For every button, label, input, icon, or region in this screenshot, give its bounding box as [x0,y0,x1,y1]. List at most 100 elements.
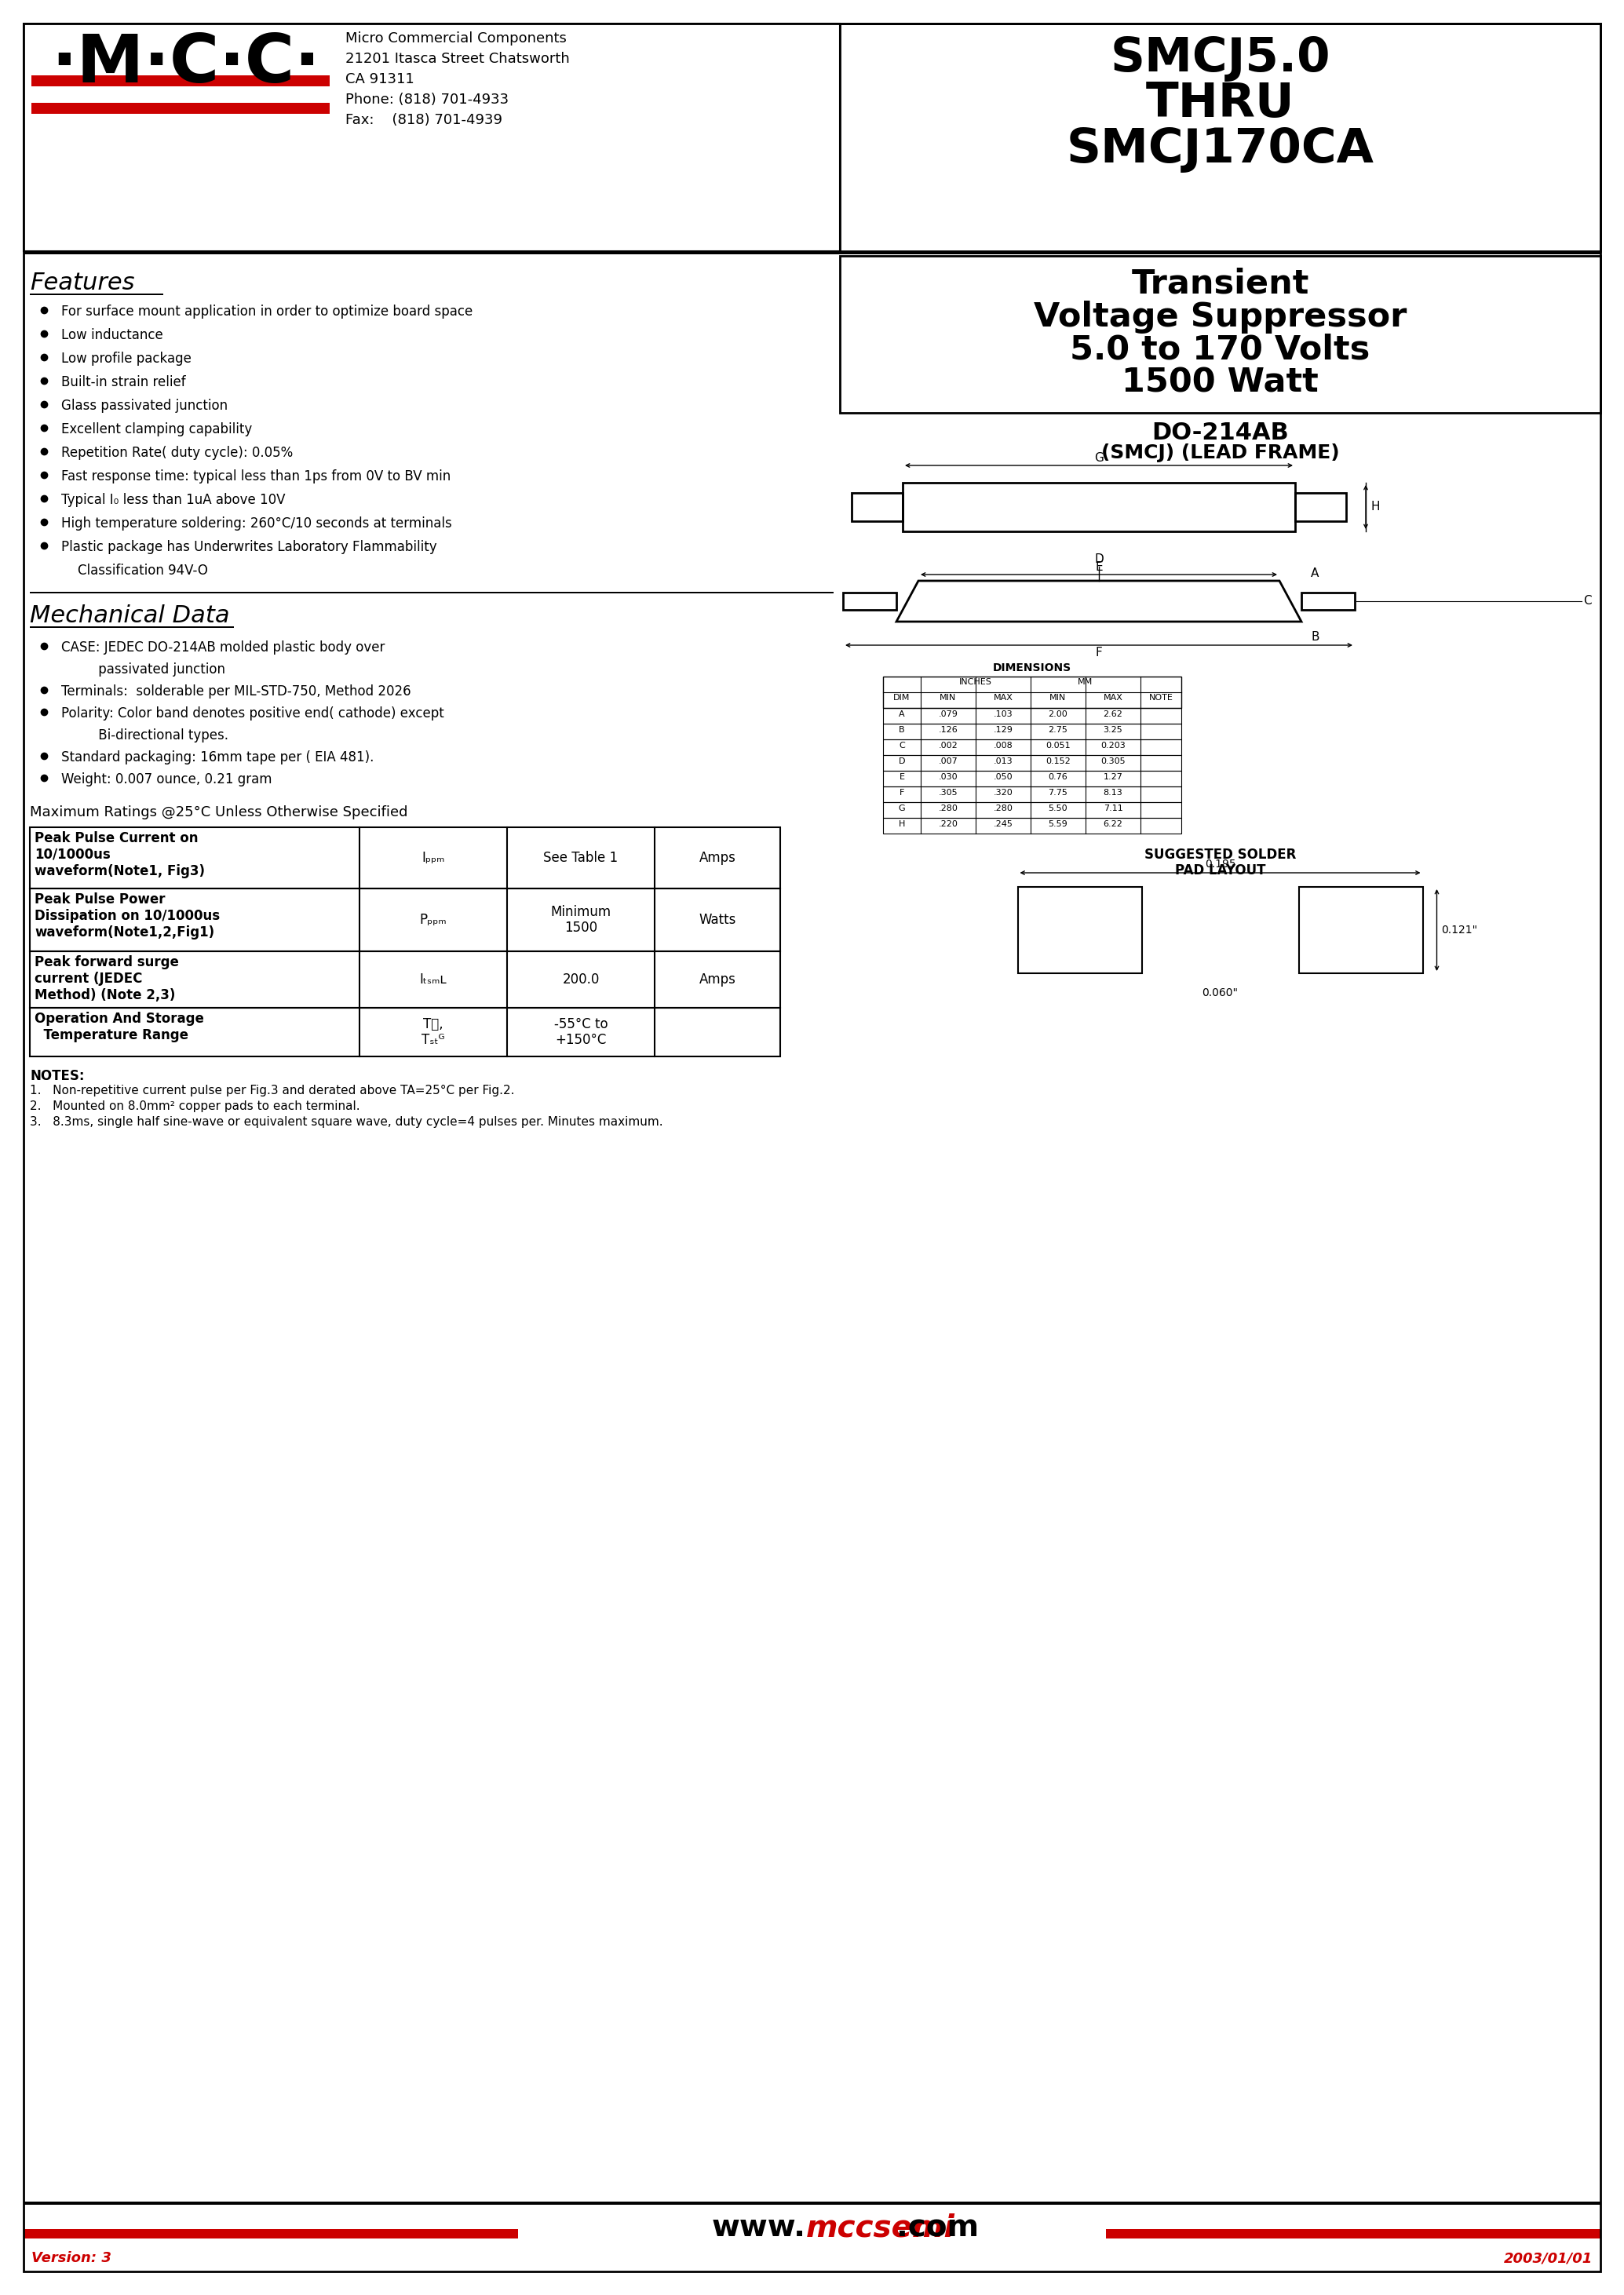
Text: .245: .245 [994,819,1013,828]
Bar [29,952,780,1008]
Text: MAX: MAX [1103,693,1122,702]
Text: B: B [1311,631,1319,643]
Text: .305: .305 [939,789,958,796]
Bar [843,592,896,610]
Text: See Table 1: See Table 1 [544,851,619,865]
Text: C: C [898,741,905,750]
Text: ·M·C·C·: ·M·C·C· [50,32,320,96]
Text: Mechanical Data: Mechanical Data [29,604,229,627]
Text: Low profile package: Low profile package [62,351,192,365]
Text: Peak Pulse Power
Dissipation on 10/1000us
waveform(Note1,2,Fig1): Peak Pulse Power Dissipation on 10/1000u… [34,893,219,939]
Text: MIN: MIN [1049,693,1067,702]
Text: 200.0: 200.0 [562,973,599,987]
Text: 7.75: 7.75 [1049,789,1069,796]
Text: 6.22: 6.22 [1103,819,1122,828]
Text: DO-214AB: DO-214AB [1151,422,1289,445]
Bar [29,888,780,952]
Text: THRU: THRU [1147,80,1294,126]
Text: Minimum
1500: Minimum 1500 [551,904,611,934]
Bar [23,2201,1601,2205]
Text: Polarity: Color band denotes positive end( cathode) except: Polarity: Color band denotes positive en… [62,707,443,721]
Text: 1.   Non-repetitive current pulse per Fig.3 and derated above TA=25°C per Fig.2.: 1. Non-repetitive current pulse per Fig.… [29,1086,515,1097]
Text: H: H [1371,500,1379,512]
Text: CASE: JEDEC DO-214AB molded plastic body over: CASE: JEDEC DO-214AB molded plastic body… [62,640,385,654]
Text: E: E [1095,562,1103,574]
Text: Amps: Amps [698,851,736,865]
Text: -55°C to
+150°C: -55°C to +150°C [554,1017,607,1047]
Text: MIN: MIN [940,693,957,702]
Bar [23,250,1601,255]
Text: Watts: Watts [698,913,736,927]
Text: Iₜₛₘʟ: Iₜₛₘʟ [419,973,447,987]
Bar [840,23,1601,250]
Bar [883,739,1181,755]
Bar [883,803,1181,817]
Text: 0.121": 0.121" [1442,925,1478,936]
Bar [883,723,1181,739]
Bar [883,755,1181,771]
Text: D: D [898,757,905,764]
Text: .030: .030 [939,773,958,780]
Bar [1294,493,1346,521]
Text: mccsemi: mccsemi [806,2212,955,2242]
Text: Version: 3: Version: 3 [31,2251,112,2265]
Text: www.: www. [711,2212,806,2242]
Text: Tⰼ,
Tₛₜᴳ: Tⰼ, Tₛₜᴳ [422,1017,445,1047]
Text: F: F [900,789,905,796]
Text: Transient: Transient [1132,269,1309,301]
Text: 2.00: 2.00 [1049,711,1069,718]
Bar [883,771,1181,787]
Text: .013: .013 [994,757,1013,764]
Text: 2.62: 2.62 [1103,711,1122,718]
Text: 0.195: 0.195 [1205,858,1236,870]
Text: A: A [1311,567,1319,578]
Text: passivated junction: passivated junction [62,663,226,677]
Text: 7.11: 7.11 [1103,806,1122,812]
Text: 8.13: 8.13 [1103,789,1122,796]
Text: .007: .007 [939,757,958,764]
Text: Plastic package has Underwrites Laboratory Flammability: Plastic package has Underwrites Laborato… [62,539,437,553]
Text: 1.27: 1.27 [1103,773,1122,780]
Text: Excellent clamping capability: Excellent clamping capability [62,422,252,436]
Bar [851,493,903,521]
Text: MAX: MAX [994,693,1013,702]
Text: Amps: Amps [698,973,736,987]
Text: Typical I₀ less than 1uA above 10V: Typical I₀ less than 1uA above 10V [62,493,286,507]
Text: DIM: DIM [893,693,911,702]
Text: .com: .com [896,2212,979,2242]
Text: 0.051: 0.051 [1046,741,1070,750]
Text: Features: Features [29,271,135,294]
Text: For surface mount application in order to optimize board space: For surface mount application in order t… [62,305,473,319]
Bar [29,826,780,888]
Text: .220: .220 [939,819,958,828]
Text: 0.152: 0.152 [1046,757,1070,764]
Text: PAD LAYOUT: PAD LAYOUT [1174,863,1265,877]
Bar [883,707,1181,723]
Text: Iₚₚₘ: Iₚₚₘ [422,851,445,865]
Bar [23,23,840,250]
Bar [1106,2228,1601,2238]
Text: Operation And Storage
  Temperature Range: Operation And Storage Temperature Range [34,1012,205,1042]
Text: Classification 94V-O: Classification 94V-O [62,565,208,578]
Bar [23,2228,518,2238]
Bar [883,817,1181,833]
Text: Voltage Suppressor: Voltage Suppressor [1033,301,1406,333]
Text: D: D [1095,553,1103,565]
Polygon shape [896,581,1301,622]
Text: .002: .002 [939,741,958,750]
Text: .280: .280 [939,806,958,812]
Text: Pₚₚₘ: Pₚₚₘ [419,913,447,927]
Text: 2.75: 2.75 [1049,725,1069,734]
Text: (SMCJ) (LEAD FRAME): (SMCJ) (LEAD FRAME) [1101,443,1340,461]
Bar [840,255,1601,413]
Text: Terminals:  solderable per MIL-STD-750, Method 2026: Terminals: solderable per MIL-STD-750, M… [62,684,411,698]
Text: A: A [898,711,905,718]
Bar [903,482,1294,532]
Text: .050: .050 [994,773,1013,780]
Bar [1018,886,1142,973]
Text: G: G [898,806,905,812]
Text: C: C [1583,594,1592,608]
Text: Peak Pulse Current on
10/1000us
waveform(Note1, Fig3): Peak Pulse Current on 10/1000us waveform… [34,831,205,879]
Text: Repetition Rate( duty cycle): 0.05%: Repetition Rate( duty cycle): 0.05% [62,445,292,459]
Text: SUGGESTED SOLDER: SUGGESTED SOLDER [1145,847,1296,863]
